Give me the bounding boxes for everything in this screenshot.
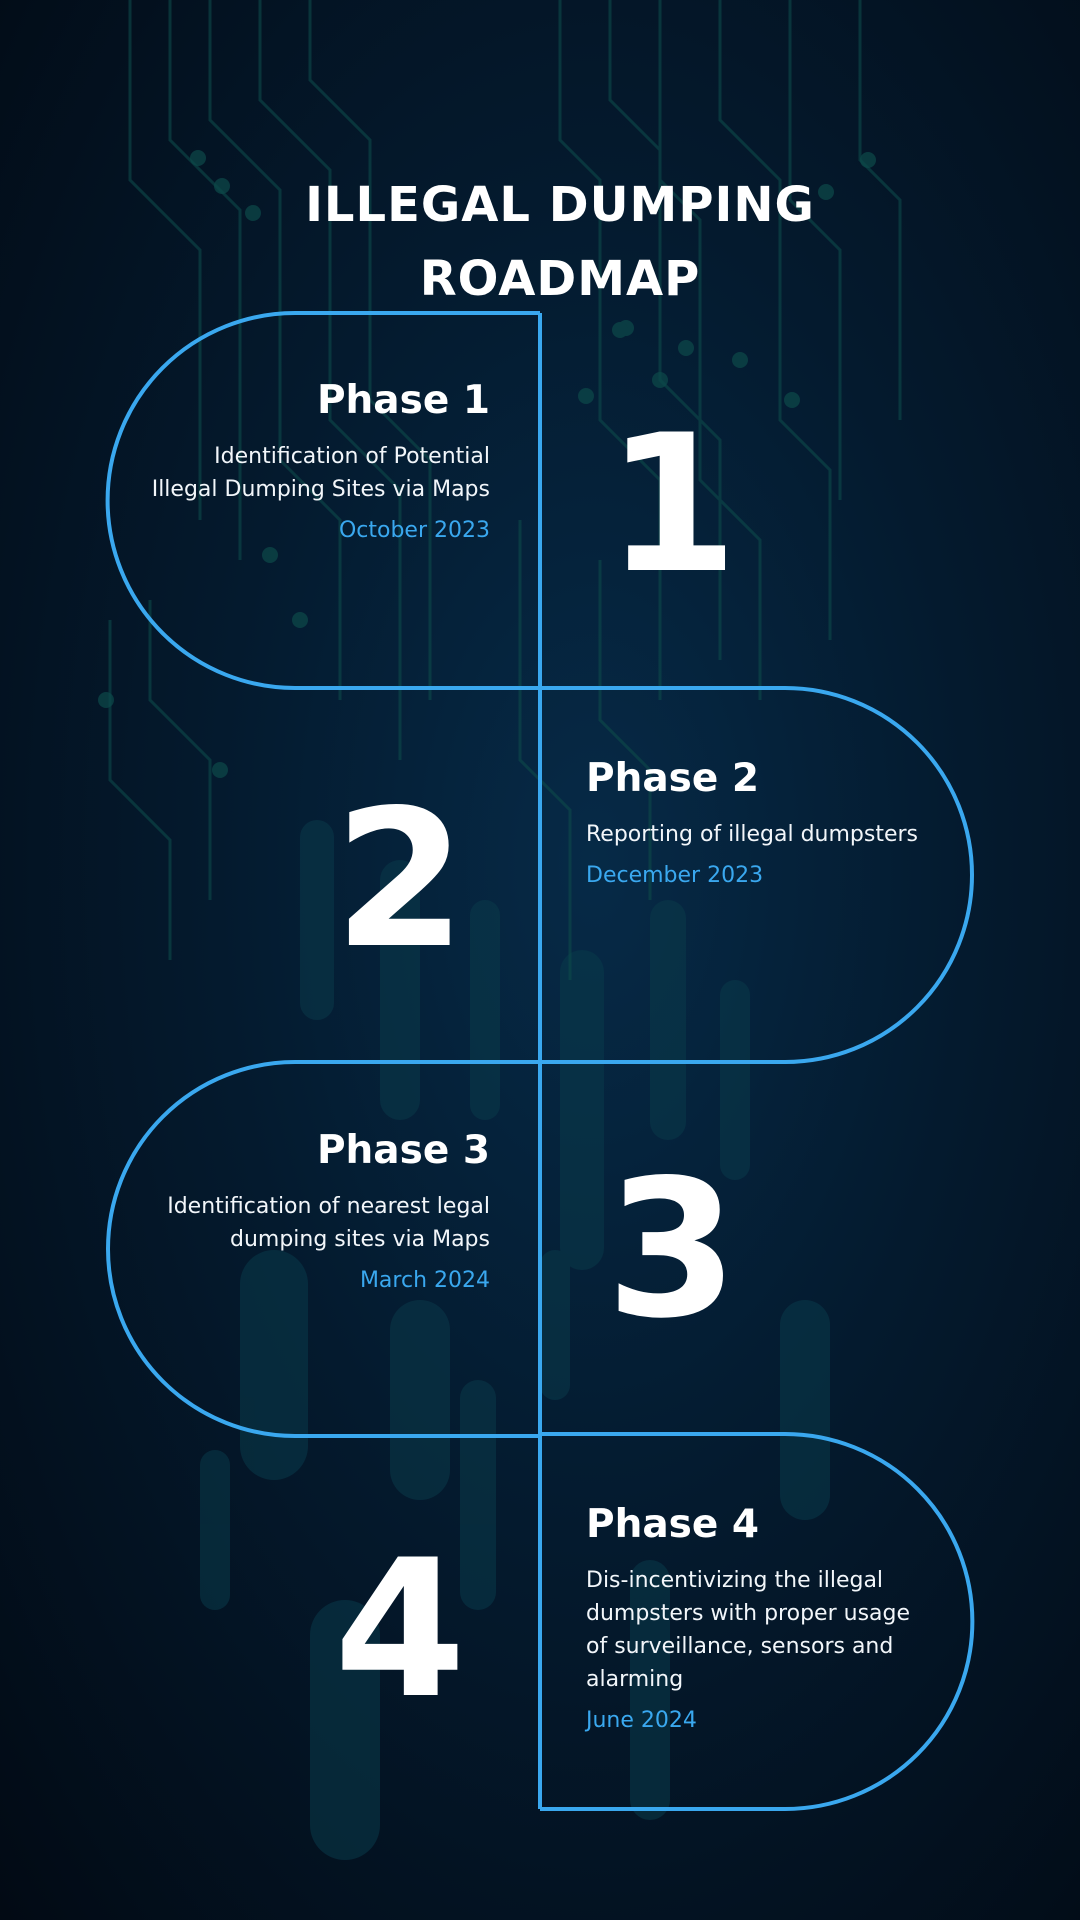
phase-1-date: October 2023 <box>338 518 490 543</box>
phase-4-description: Dis-incentivizing the illegal dumpsters … <box>586 1568 911 1692</box>
title-line-2: ROADMAP <box>419 251 701 307</box>
phase-3-date: March 2024 <box>359 1268 490 1293</box>
phase-3-number: 3 <box>605 1139 739 1360</box>
phase-4-number: 4 <box>333 1519 467 1740</box>
phase-1-card: Phase 1 Identification of Potential Ille… <box>152 378 490 548</box>
phase-4-card: Phase 4 Dis-incentivizing the illegal du… <box>586 1502 910 1738</box>
phase-2-card: Phase 2 Reporting of illegal dumpsters D… <box>586 756 918 893</box>
phase-2-title: Phase 2 <box>586 756 760 801</box>
phase-2-number: 2 <box>333 769 467 990</box>
page-title: ILLEGAL DUMPING ROADMAP <box>240 168 880 316</box>
title-line-1: ILLEGAL DUMPING <box>305 177 815 233</box>
phase-4-title: Phase 4 <box>586 1502 760 1547</box>
phase-1-number: 1 <box>605 394 739 615</box>
phase-3-card: Phase 3 Identification of nearest legal … <box>167 1128 490 1298</box>
phase-1-title: Phase 1 <box>316 378 490 423</box>
phase-3-description: Identification of nearest legal dumping … <box>167 1194 490 1252</box>
phase-3-title: Phase 3 <box>316 1128 490 1173</box>
phase-2-date: December 2023 <box>586 863 764 888</box>
phase-1-description: Identification of Potential Illegal Dump… <box>151 444 490 502</box>
phase-4-date: June 2024 <box>586 1708 697 1733</box>
phase-2-description: Reporting of illegal dumpsters <box>586 822 918 847</box>
